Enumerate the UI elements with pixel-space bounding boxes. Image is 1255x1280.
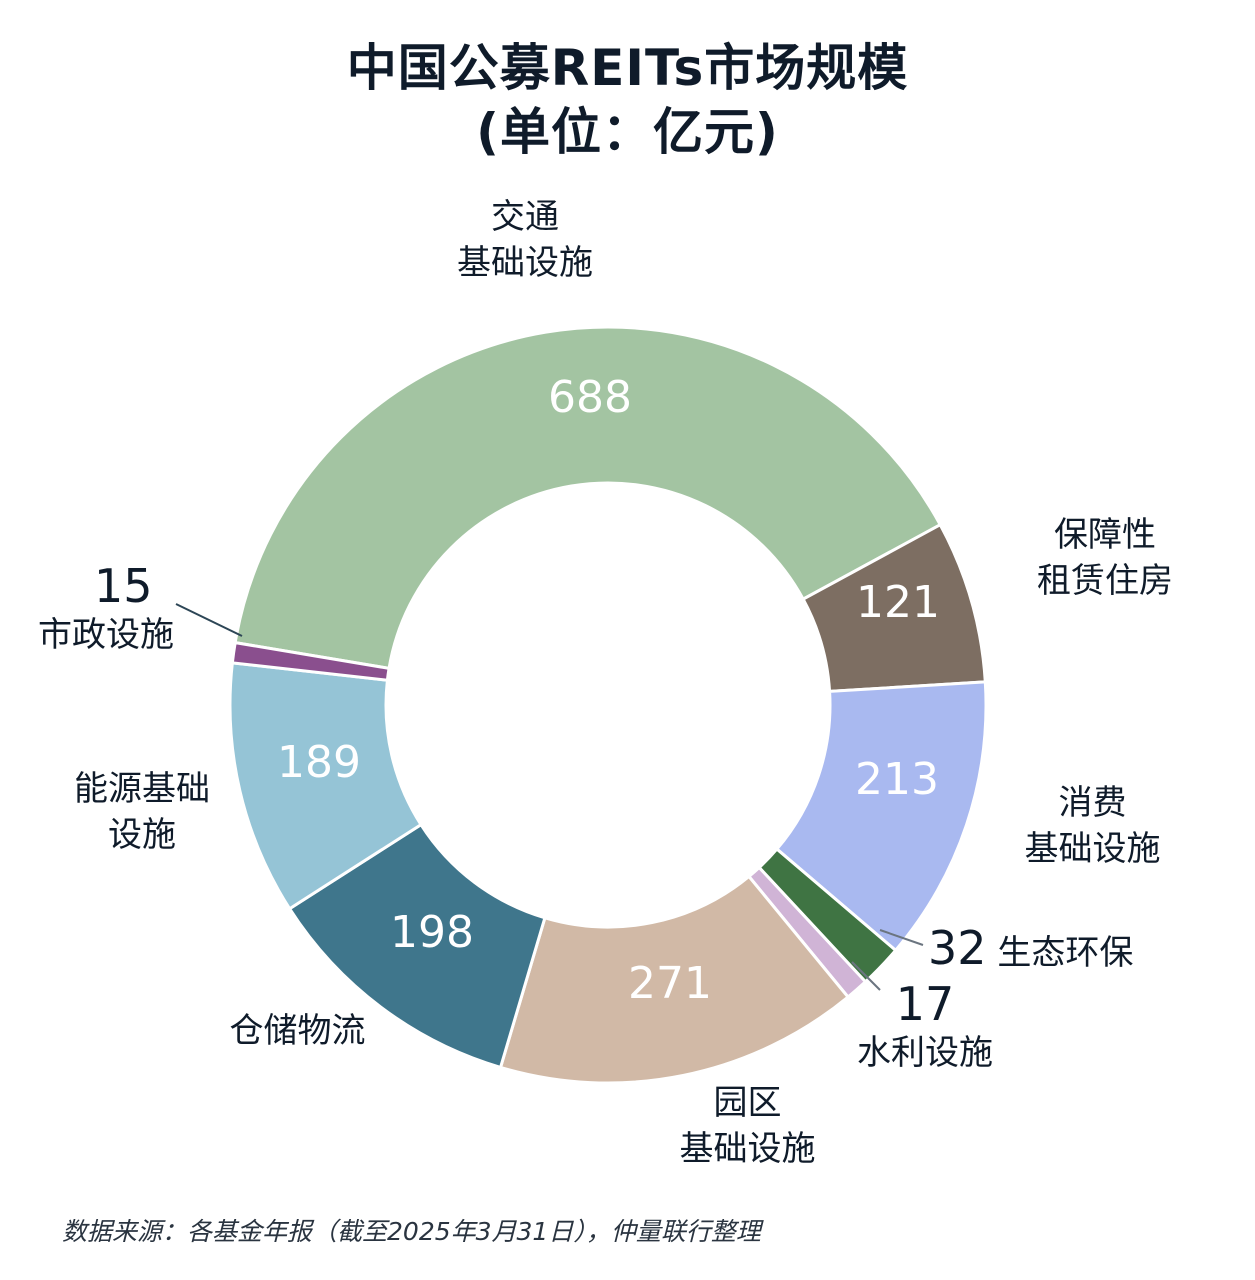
label-energy: 能源基础 设施 bbox=[52, 766, 232, 858]
value-logistics: 198 bbox=[390, 907, 474, 958]
label-water-value: 17 bbox=[895, 977, 955, 1031]
label-eco-name: 生态环保 bbox=[997, 933, 1134, 973]
label-water-name: 水利设施 bbox=[857, 1033, 993, 1073]
donut-segment-6 bbox=[498, 874, 851, 1085]
label-housing-line1: 保障性 bbox=[1054, 515, 1156, 555]
label-park: 园区 基础设施 bbox=[660, 1080, 835, 1172]
leader-line-water bbox=[851, 961, 881, 991]
leader-line-municipal bbox=[175, 603, 243, 637]
value-energy: 189 bbox=[277, 737, 361, 788]
label-municipal-name: 市政设施 bbox=[38, 615, 174, 655]
label-logistics-name: 仓储物流 bbox=[229, 1011, 366, 1051]
label-logistics: 仓储物流 bbox=[210, 1008, 385, 1054]
label-transport: 交通 基础设施 bbox=[440, 194, 610, 286]
donut-segment-9 bbox=[230, 640, 391, 682]
label-park-line2: 基础设施 bbox=[679, 1129, 816, 1169]
label-municipal: 15 市政设施 bbox=[32, 560, 232, 658]
chart-subtitle-unit: (单位：亿元) bbox=[476, 103, 779, 161]
label-transport-line2: 基础设施 bbox=[457, 243, 593, 283]
label-housing: 保障性 租赁住房 bbox=[1015, 512, 1195, 604]
label-housing-line2: 租赁住房 bbox=[1037, 561, 1173, 601]
label-park-line1: 园区 bbox=[713, 1083, 782, 1123]
label-consumer-line1: 消费 bbox=[1058, 783, 1127, 823]
label-eco-value: 32 bbox=[928, 921, 987, 975]
donut-segments bbox=[228, 325, 988, 1085]
label-consumer: 消费 基础设施 bbox=[1005, 780, 1180, 872]
label-energy-line2: 设施 bbox=[108, 815, 176, 855]
chart-title: 中国公募REITs市场规模 bbox=[346, 39, 909, 97]
label-consumer-line2: 基础设施 bbox=[1024, 829, 1161, 869]
value-housing: 121 bbox=[856, 577, 940, 628]
data-source-note: 数据来源：各基金年报（截至2025年3月31日），仲量联行整理 bbox=[62, 1217, 761, 1246]
label-transport-line1: 交通 bbox=[491, 197, 559, 237]
value-transport: 688 bbox=[548, 372, 632, 423]
segment-value-labels: 688 121 213 271 198 189 bbox=[277, 372, 940, 1009]
label-water: 17 水利设施 bbox=[835, 978, 1015, 1076]
label-energy-line1: 能源基础 bbox=[74, 769, 210, 809]
label-municipal-value: 15 bbox=[94, 559, 153, 613]
leader-line-eco bbox=[879, 929, 924, 946]
donut-segment-1 bbox=[233, 325, 943, 671]
value-consumer: 213 bbox=[855, 754, 939, 805]
value-park: 271 bbox=[628, 958, 712, 1009]
leader-lines bbox=[175, 603, 924, 991]
label-eco: 32 生态环保 bbox=[928, 922, 1133, 976]
